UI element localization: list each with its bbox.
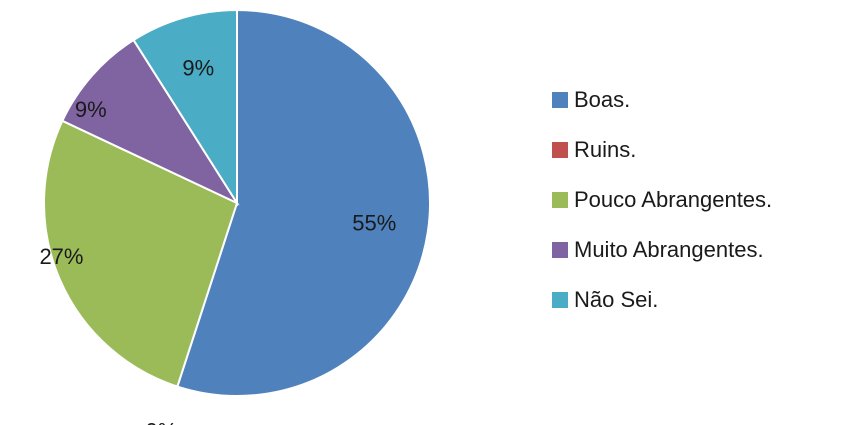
slice-label-nao-sei: 9% <box>182 55 214 80</box>
pie-slice-nao-sei <box>132 8 238 207</box>
slice-label-ruins: 0% <box>145 419 177 425</box>
pie-slice-labels: 55% 0% 27% 9% 9% <box>39 55 396 425</box>
slice-label-muito-abrangentes: 9% <box>75 97 107 122</box>
pie-slice-pouco-abrangentes <box>43 119 239 388</box>
legend-label-nao-sei: Não Sei. <box>574 287 658 312</box>
pie-slice-boas <box>176 8 431 397</box>
legend-swatch-boas <box>552 92 568 108</box>
slice-label-boas: 55% <box>352 211 396 236</box>
legend-swatch-ruins <box>552 142 568 158</box>
legend-swatch-muito-abrangentes <box>552 242 568 258</box>
legend-label-boas: Boas. <box>574 87 630 112</box>
legend-label-pouco-abrangentes: Pouco Abrangentes. <box>574 187 772 212</box>
legend-label-muito-abrangentes: Muito Abrangentes. <box>574 237 764 262</box>
legend-swatch-pouco-abrangentes <box>552 192 568 208</box>
legend-swatch-nao-sei <box>552 292 568 308</box>
pie-slices <box>43 8 431 397</box>
slice-label-pouco-abrangentes: 27% <box>39 244 83 269</box>
pie-slice-muito-abrangentes <box>61 38 240 206</box>
legend: Boas. Ruins. Pouco Abrangentes. Muito Abran… <box>552 87 772 312</box>
legend-label-ruins: Ruins. <box>574 137 636 162</box>
